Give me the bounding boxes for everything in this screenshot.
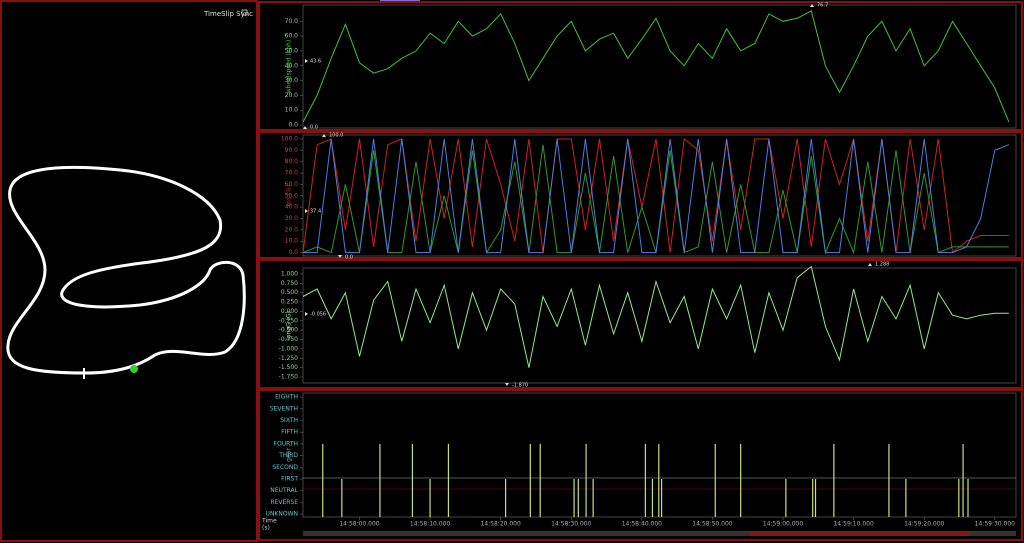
charts: wheelspeed (kph) 0.0 10.0 20.0 30.0 40.0 50.0 6…: [258, 1, 1023, 541]
series-line: [302, 10, 1010, 123]
y-tick-label: FIFTH: [281, 429, 298, 436]
y-tick-label: -1.750: [279, 374, 299, 381]
marker-arrow: [338, 255, 342, 258]
y-tick-label: 0.250: [281, 299, 298, 306]
marker-arrow: [305, 209, 308, 213]
marker-value: -0.056: [310, 312, 326, 318]
y-tick-label: 10.0: [285, 238, 299, 245]
marker-value: 0.0: [310, 125, 318, 131]
y-tick-label: SECOND: [272, 464, 298, 471]
marker-arrow: [868, 263, 872, 266]
y-tick-label: UNKNOWN: [266, 511, 298, 518]
marker-value: -1.870: [512, 383, 528, 389]
x-tick-label: 14:58:00.000: [339, 521, 379, 528]
track-map: [6, 165, 246, 375]
y-axis-label: gear: [286, 448, 293, 462]
y-tick-label: 30.0: [285, 215, 299, 222]
x-tick-label: 14:58:20.000: [481, 521, 521, 528]
x-tick-label: 14:59:30.000: [975, 521, 1015, 528]
y-tick-label: 40.0: [285, 62, 299, 69]
y-tick-label: 0.0: [288, 249, 298, 256]
y-axis-label: longG (G): [286, 311, 293, 340]
sync-label: TimeSlip Sync: [203, 10, 253, 18]
series-line: [303, 138, 1010, 254]
y-tick-label: EIGHTH: [275, 394, 298, 401]
x-axis-label: Time: [261, 518, 277, 525]
marker-arrow: [303, 126, 307, 129]
y-tick-label: -1.000: [279, 345, 299, 352]
map-panel: [0, 0, 258, 542]
x-tick-label: 14:58:40.000: [622, 521, 662, 528]
y-tick-label: 100.0: [281, 135, 298, 142]
x-tick-label: 14:58:10.000: [410, 521, 450, 528]
marker-value: 43.6: [310, 59, 321, 65]
plot-area: [302, 392, 1017, 518]
marker-value: 76.7: [817, 3, 828, 9]
y-tick-label: 70.0: [285, 170, 299, 177]
x-tick-label: 14:59:10.000: [833, 521, 873, 528]
y-tick-label: 90.0: [285, 147, 299, 154]
series-line: [302, 265, 1009, 368]
sync-checkbox[interactable]: [241, 9, 248, 16]
y-tick-label: 20.0: [285, 92, 299, 99]
y-tick-label: 50.0: [285, 192, 299, 199]
y-tick-label: FOURTH: [274, 440, 298, 447]
y-tick-label: 80.0: [285, 158, 299, 165]
x-tick-label: 14:59:00.000: [763, 521, 803, 528]
marker-arrow: [810, 4, 814, 7]
scrollbar-thumb[interactable]: [750, 531, 970, 536]
marker-value: 37.4: [310, 209, 321, 215]
y-tick-label: 10.0: [285, 107, 299, 114]
y-tick-label: 40.0: [285, 204, 299, 211]
plot-area: [302, 267, 1017, 384]
marker-arrow: [505, 383, 509, 386]
y-tick-label: -1.500: [279, 364, 299, 371]
y-tick-label: 20.0: [285, 226, 299, 233]
marker-arrow: [322, 134, 326, 137]
x-axis-unit: (s): [262, 525, 270, 532]
y-tick-label: REVERSE: [270, 499, 298, 506]
x-tick-label: 14:59:20.000: [904, 521, 944, 528]
y-tick-label: -0.750: [279, 336, 299, 343]
x-tick-label: 14:58:30.000: [551, 521, 591, 528]
y-tick-label: 70.0: [285, 18, 299, 25]
y-tick-label: 60.0: [285, 181, 299, 188]
y-tick-label: 0.750: [281, 280, 298, 287]
y-tick-label: 30.0: [285, 77, 299, 84]
scrollbar[interactable]: [303, 531, 1016, 536]
x-tick-label: 14:58:50.000: [692, 521, 732, 528]
y-tick-label: -0.500: [279, 327, 299, 334]
y-tick-label: 0.0: [288, 122, 298, 129]
y-tick-label: THIRD: [278, 452, 298, 459]
y-tick-label: SIXTH: [280, 417, 298, 424]
y-tick-label: SEVENTH: [270, 405, 298, 412]
marker-arrow: [305, 59, 308, 63]
y-tick-label: 0.500: [281, 289, 298, 296]
y-tick-label: NEUTRAL: [270, 487, 298, 494]
plot-area: [302, 4, 1017, 129]
y-axis-label: tps (%): [286, 185, 293, 207]
y-tick-label: 0.000: [281, 308, 298, 315]
y-tick-label: 60.0: [285, 33, 299, 40]
car-position: [130, 365, 138, 373]
y-axis-label: wheelspeed (kph): [286, 40, 293, 94]
marker-value: 100.0: [329, 133, 343, 139]
marker-arrow: [305, 312, 308, 316]
y-tick-label: 50.0: [285, 47, 299, 54]
y-tick-label: -1.250: [279, 355, 299, 362]
marker-value: 1.288: [875, 262, 889, 268]
y-tick-label: FIRST: [281, 475, 298, 482]
marker-value: 0.0: [345, 255, 353, 261]
y-tick-label: 1.000: [281, 270, 298, 277]
y-tick-label: -0.250: [279, 317, 299, 324]
